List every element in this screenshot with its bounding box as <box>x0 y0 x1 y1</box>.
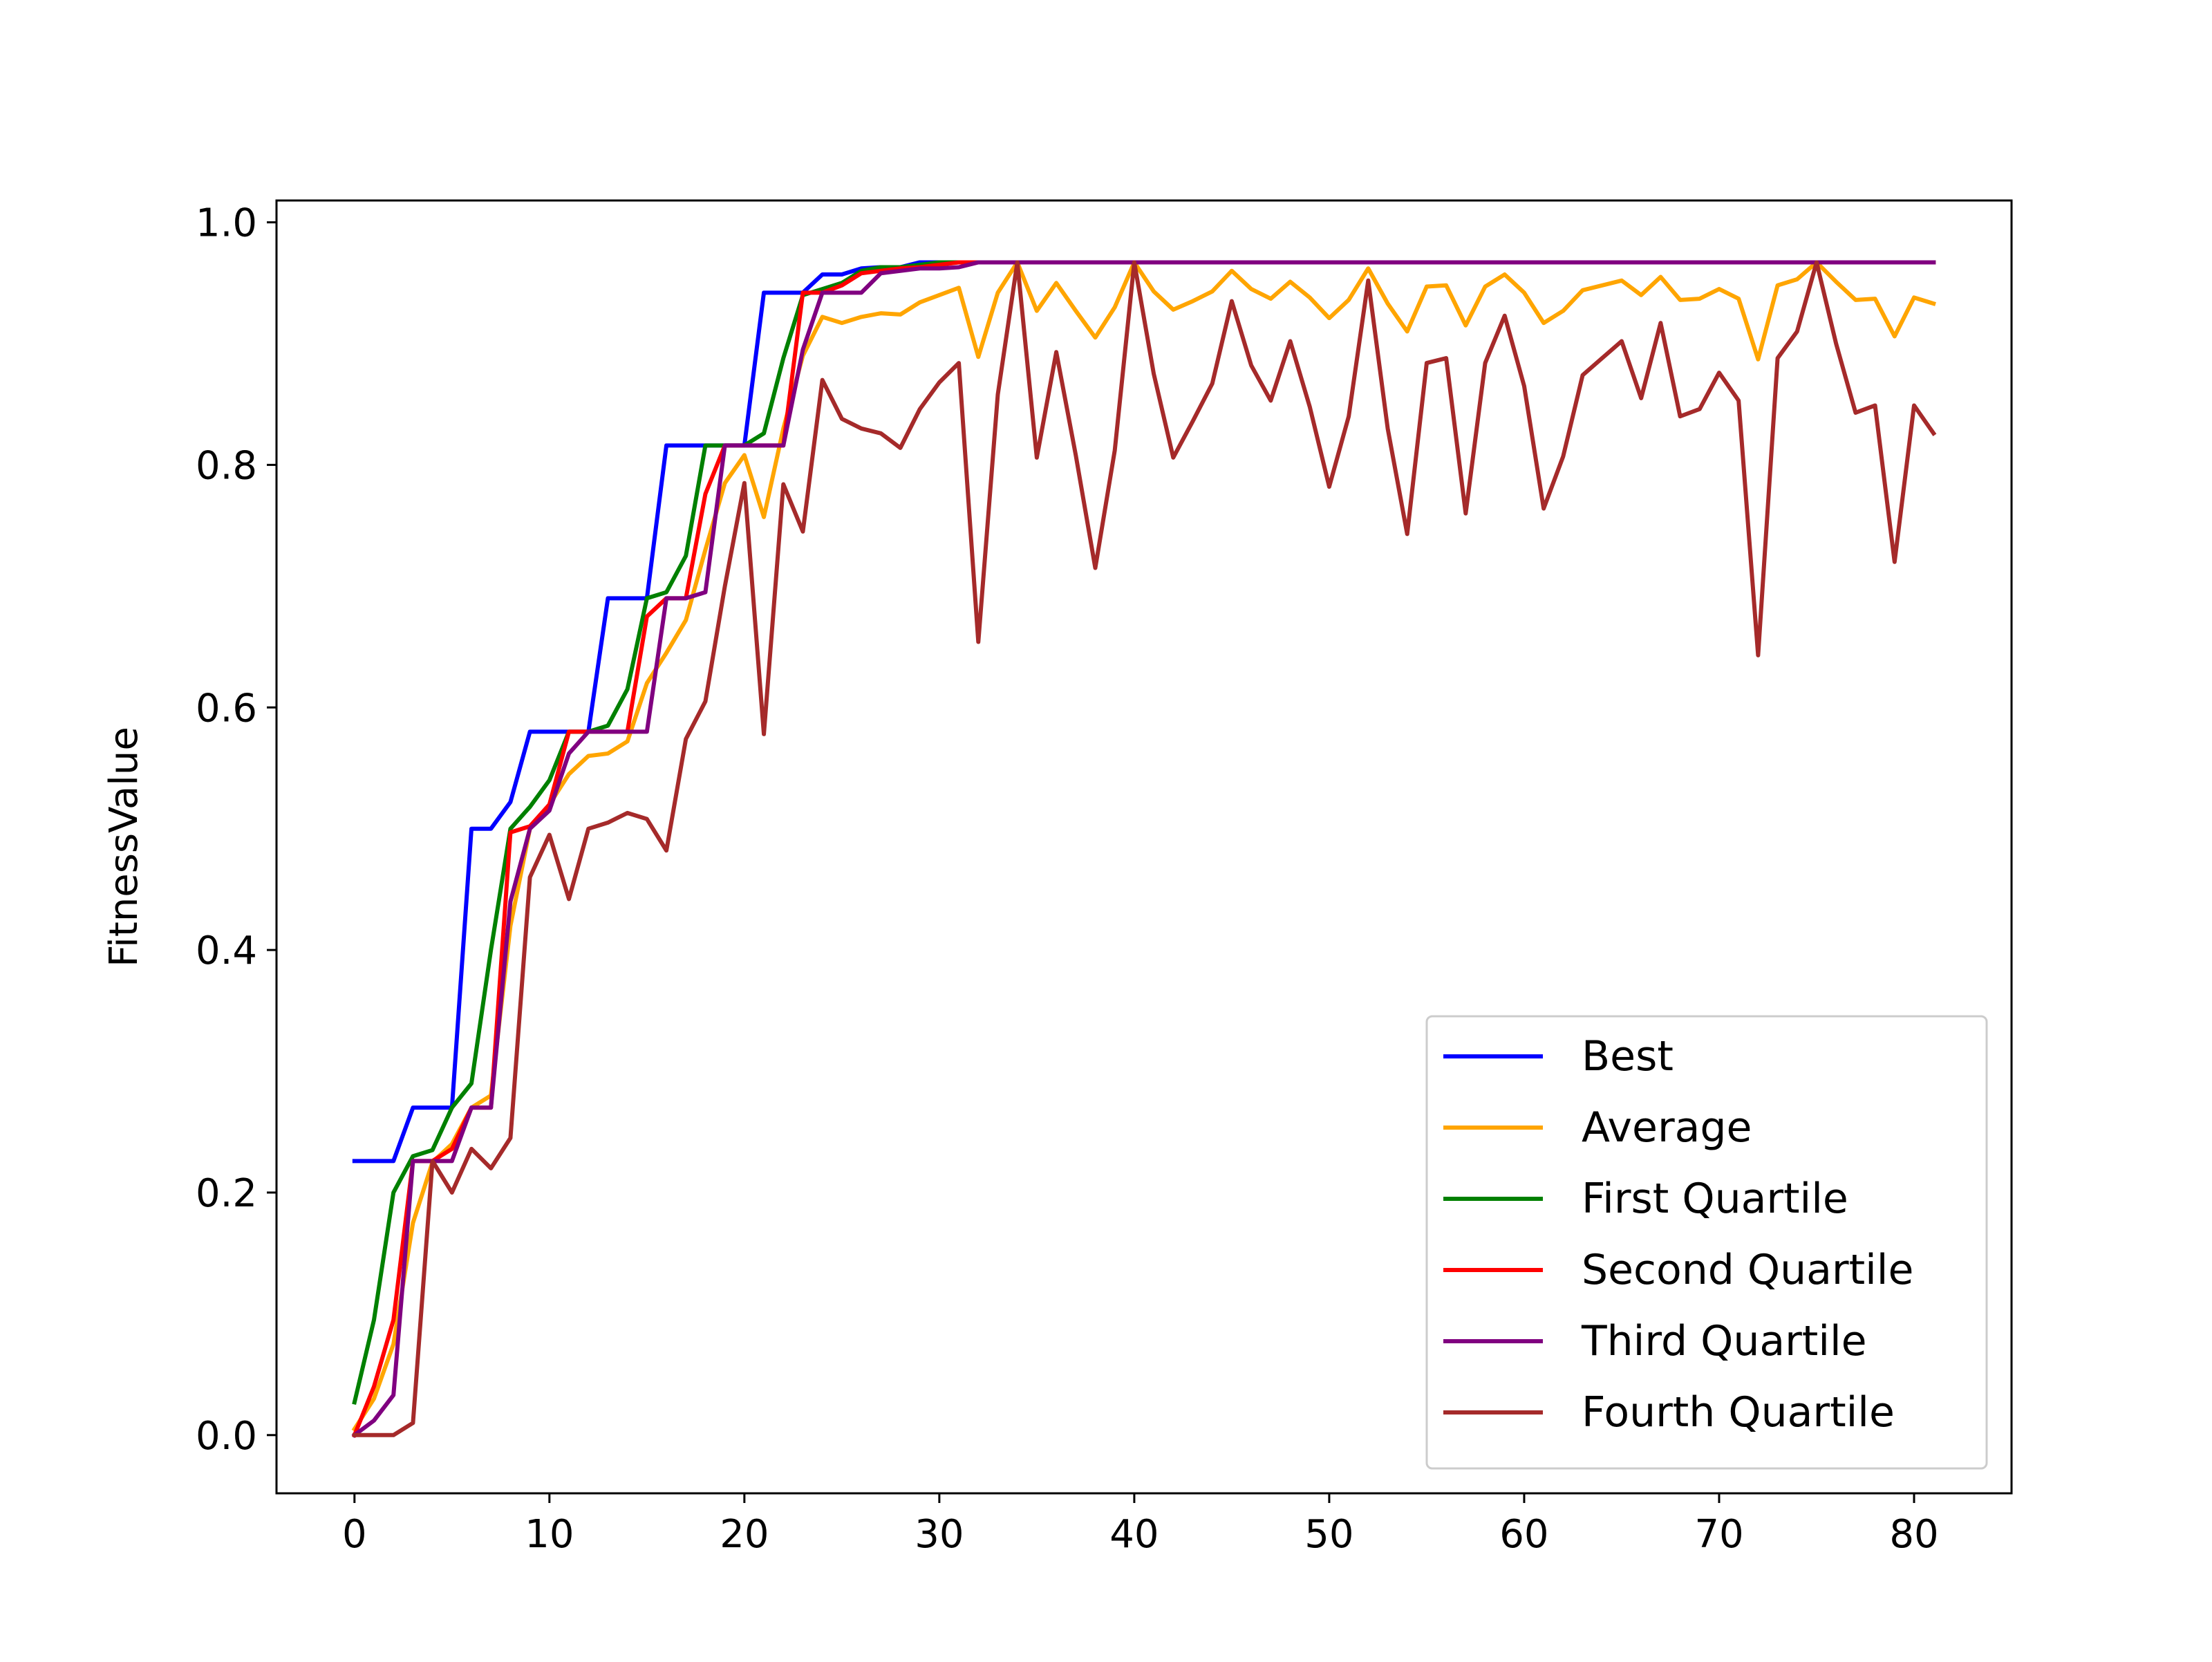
x-tick-label: 40 <box>1109 1512 1159 1557</box>
y-axis: 0.0 0.2 0.4 0.6 0.8 1.0 <box>196 201 276 1459</box>
series-layer <box>351 260 1937 1438</box>
y-axis-label: FitnessValue <box>102 727 147 967</box>
x-axis: 0 10 20 30 40 50 60 70 80 <box>342 1493 1939 1557</box>
legend-label: Third Quartile <box>1581 1317 1867 1365</box>
x-tick-label: 30 <box>915 1512 964 1557</box>
x-tick-label: 50 <box>1304 1512 1353 1557</box>
y-tick-label: 0.0 <box>196 1414 257 1459</box>
x-tick-label: 80 <box>1889 1512 1938 1557</box>
plot-frame <box>275 199 2013 1495</box>
legend: Best Average First Quartile Second Quartile… <box>1425 1015 1988 1470</box>
legend-label: Best <box>1582 1032 1674 1081</box>
y-tick-label: 0.6 <box>196 686 257 731</box>
legend-label: Average <box>1582 1103 1752 1152</box>
series-line-5 <box>352 260 1937 1437</box>
y-tick-label: 0.2 <box>196 1171 257 1216</box>
legend-label: First Quartile <box>1582 1175 1848 1223</box>
legend-label: Fourth Quartile <box>1582 1388 1895 1437</box>
x-tick-label: 0 <box>342 1512 367 1557</box>
series-line-4 <box>351 260 1936 1438</box>
legend-label: Second Quartile <box>1582 1246 1913 1294</box>
y-tick-label: 0.8 <box>196 443 257 488</box>
x-tick-label: 70 <box>1694 1512 1743 1557</box>
x-tick-label: 10 <box>525 1512 574 1557</box>
x-tick-label: 60 <box>1499 1512 1548 1557</box>
legend-box <box>1425 1015 1988 1470</box>
y-tick-label: 1.0 <box>196 201 257 246</box>
series-line-1 <box>351 260 1936 1432</box>
x-tick-label: 20 <box>720 1512 769 1557</box>
y-tick-label: 0.4 <box>196 928 257 973</box>
